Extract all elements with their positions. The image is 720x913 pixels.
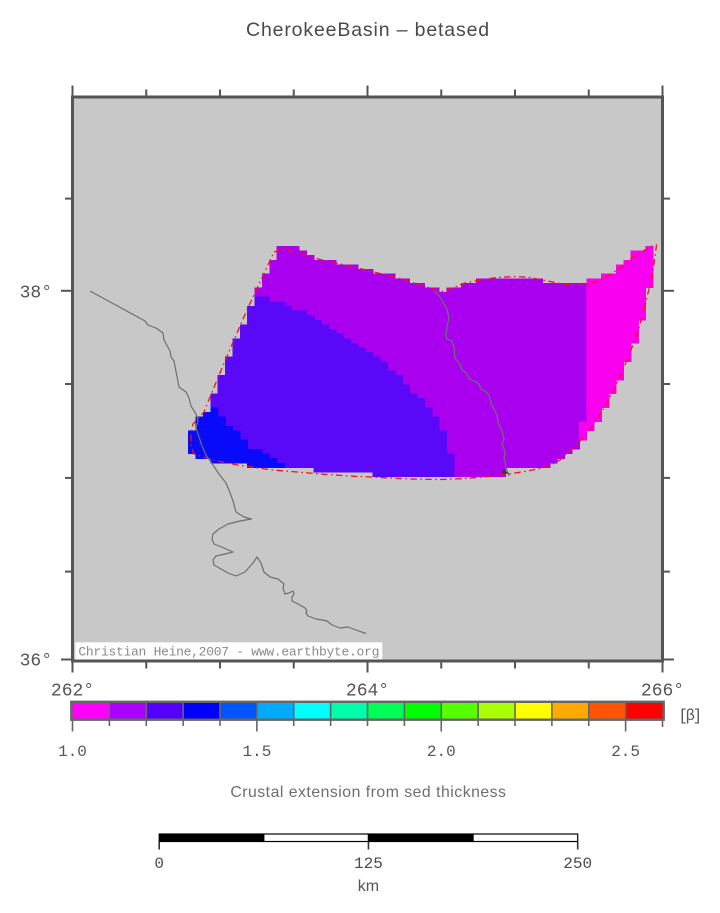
svg-text:0: 0 xyxy=(154,855,164,873)
svg-text:[β]: [β] xyxy=(679,707,700,725)
svg-text:km: km xyxy=(358,878,379,895)
svg-text:125: 125 xyxy=(354,855,383,873)
svg-text:38°: 38° xyxy=(20,284,52,304)
svg-text:2.5: 2.5 xyxy=(611,743,640,761)
svg-text:36°: 36° xyxy=(20,652,52,672)
svg-text:1.5: 1.5 xyxy=(242,743,271,761)
svg-text:262°: 262° xyxy=(51,682,94,702)
svg-text:Christian Heine,2007 - www.ear: Christian Heine,2007 - www.earthbyte.org xyxy=(78,645,379,660)
svg-text:266°: 266° xyxy=(641,682,684,702)
svg-text:CherokeeBasin – betased: CherokeeBasin – betased xyxy=(246,19,490,41)
svg-text:264°: 264° xyxy=(346,682,389,702)
svg-text:250: 250 xyxy=(563,855,592,873)
svg-text:2.0: 2.0 xyxy=(427,743,456,761)
svg-text:Crustal extension from sed thi: Crustal extension from sed thickness xyxy=(230,784,506,801)
svg-text:1.0: 1.0 xyxy=(58,743,87,761)
